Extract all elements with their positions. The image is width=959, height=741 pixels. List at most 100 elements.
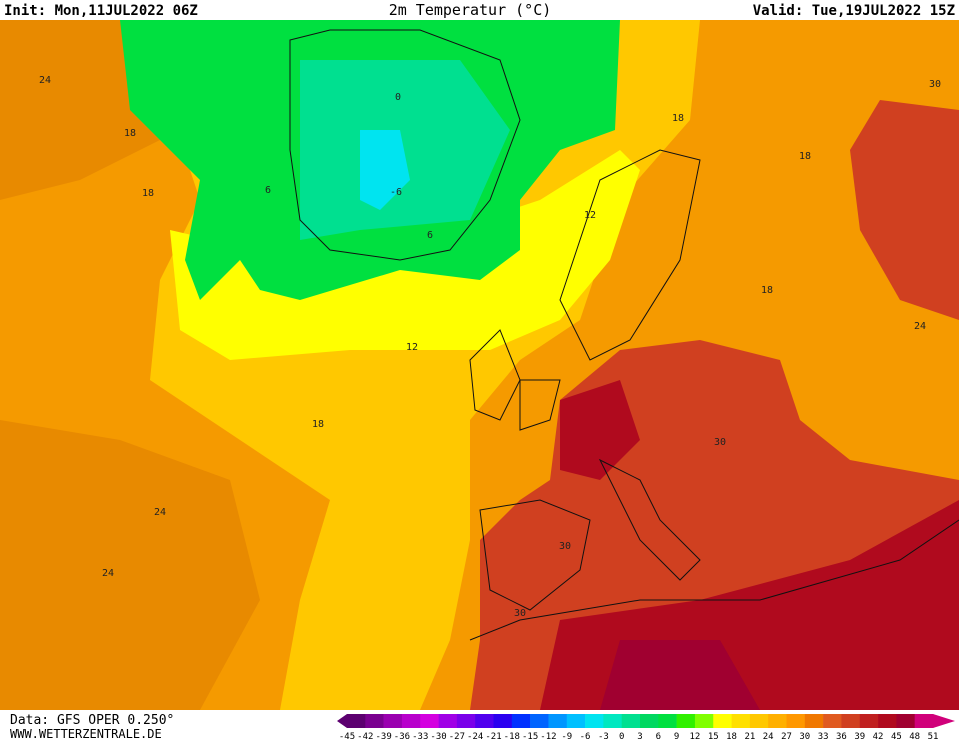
legend-swatch — [347, 714, 366, 728]
legend-label: -21 — [485, 732, 501, 741]
legend-swatch — [493, 714, 513, 728]
contour-label: 18 — [124, 128, 136, 139]
contour-label: 18 — [312, 419, 324, 430]
legend-label: -15 — [522, 732, 538, 741]
legend-label: -27 — [449, 732, 465, 741]
data-source: Data: GFS OPER 0.250° — [10, 713, 174, 728]
legend-swatch — [713, 714, 732, 728]
map: 24 18 18 0 -6 6 6 18 18 30 12 18 12 18 2… — [0, 20, 959, 710]
legend-swatch — [383, 714, 403, 728]
map-title: 2m Temperatur (°C) — [389, 1, 552, 19]
contour-label: 30 — [714, 437, 726, 448]
legend-label: 0 — [619, 732, 624, 741]
legend-swatch — [365, 714, 384, 728]
contour-label: 18 — [761, 285, 773, 296]
contour-label: 18 — [142, 188, 154, 199]
legend-label: 39 — [854, 732, 865, 741]
contour-label: 6 — [427, 230, 433, 241]
legend-label: 33 — [818, 732, 829, 741]
warm-region — [0, 420, 260, 710]
legend-label: 51 — [928, 732, 939, 741]
legend-swatch — [878, 714, 897, 728]
legend-swatch — [731, 714, 751, 728]
contour-label: 24 — [39, 75, 51, 86]
legend-swatch — [823, 714, 842, 728]
contour-label: 12 — [406, 342, 418, 353]
valid-time: Valid: Tue,19JUL2022 15Z — [753, 3, 955, 19]
legend-label: -24 — [467, 732, 483, 741]
contour-label: 30 — [514, 608, 526, 619]
legend-label: 9 — [674, 732, 679, 741]
legend-label: 48 — [909, 732, 920, 741]
legend-label: -42 — [357, 732, 373, 741]
legend-label: -6 — [580, 732, 591, 741]
contour-label: 12 — [584, 210, 596, 221]
legend-swatch — [475, 714, 494, 728]
legend-swatch — [548, 714, 568, 728]
legend-arrow-right — [933, 714, 955, 728]
legend-swatch — [658, 714, 677, 728]
color-legend: -45 -42 -39 -36 -33 -30 -27 -24 -21 -18 -15 -12 -9 -6… — [337, 714, 955, 741]
init-time: Init: Mon,11JUL2022 06Z — [4, 3, 198, 19]
legend-label: 12 — [690, 732, 701, 741]
contour-label: 30 — [929, 79, 941, 90]
contour-label: 30 — [559, 541, 571, 552]
legend-label: -33 — [412, 732, 428, 741]
legend-label: -30 — [430, 732, 446, 741]
legend-label: -36 — [394, 732, 410, 741]
legend-swatch — [859, 714, 879, 728]
contour-label: 0 — [395, 92, 401, 103]
legend-label: 45 — [891, 732, 902, 741]
legend-swatch — [420, 714, 439, 728]
legend-swatch — [694, 714, 714, 728]
contour-label: 24 — [154, 507, 166, 518]
legend-label: 27 — [781, 732, 792, 741]
legend-swatch — [914, 714, 934, 728]
legend-swatch — [804, 714, 824, 728]
contour-label: 6 — [265, 185, 271, 196]
teal-region — [300, 60, 510, 240]
legend-label: 42 — [873, 732, 884, 741]
extreme-region — [600, 640, 760, 710]
very-hot-region — [560, 380, 640, 480]
legend-arrow-left — [337, 714, 347, 728]
website: WWW.WETTERZENTRALE.DE — [10, 727, 162, 741]
contour-label: 18 — [672, 113, 684, 124]
legend-label: -12 — [540, 732, 556, 741]
legend-swatch — [841, 714, 861, 728]
legend-label: 24 — [763, 732, 774, 741]
legend-label: 6 — [656, 732, 661, 741]
coastlines — [289, 29, 959, 641]
legend-label: 15 — [708, 732, 719, 741]
legend-label: 21 — [744, 732, 755, 741]
contour-label: 24 — [914, 321, 926, 332]
legend-swatch — [896, 714, 915, 728]
cold-core — [360, 130, 410, 210]
legend-swatch — [585, 714, 604, 728]
legend-label: 18 — [726, 732, 737, 741]
legend-label: 30 — [799, 732, 810, 741]
legend-label: 36 — [836, 732, 847, 741]
legend-swatch — [676, 714, 696, 728]
legend-swatch — [456, 714, 476, 728]
legend-label: -3 — [598, 732, 609, 741]
legend-label: -45 — [339, 732, 355, 741]
legend-swatch — [768, 714, 787, 728]
contour-label: 24 — [102, 568, 114, 579]
legend-swatch — [621, 714, 641, 728]
legend-label: -9 — [561, 732, 572, 741]
legend-label: 3 — [637, 732, 642, 741]
legend-label: -39 — [375, 732, 391, 741]
legend-swatch — [401, 714, 421, 728]
legend-swatch — [511, 714, 531, 728]
legend-swatch — [530, 714, 549, 728]
contour-label: -6 — [390, 187, 402, 198]
legend-swatch — [603, 714, 622, 728]
hot-region — [850, 100, 959, 320]
legend-swatch — [640, 714, 659, 728]
legend-swatch — [786, 714, 806, 728]
legend-swatch — [749, 714, 769, 728]
contour-label: 18 — [799, 151, 811, 162]
legend-swatch — [438, 714, 458, 728]
